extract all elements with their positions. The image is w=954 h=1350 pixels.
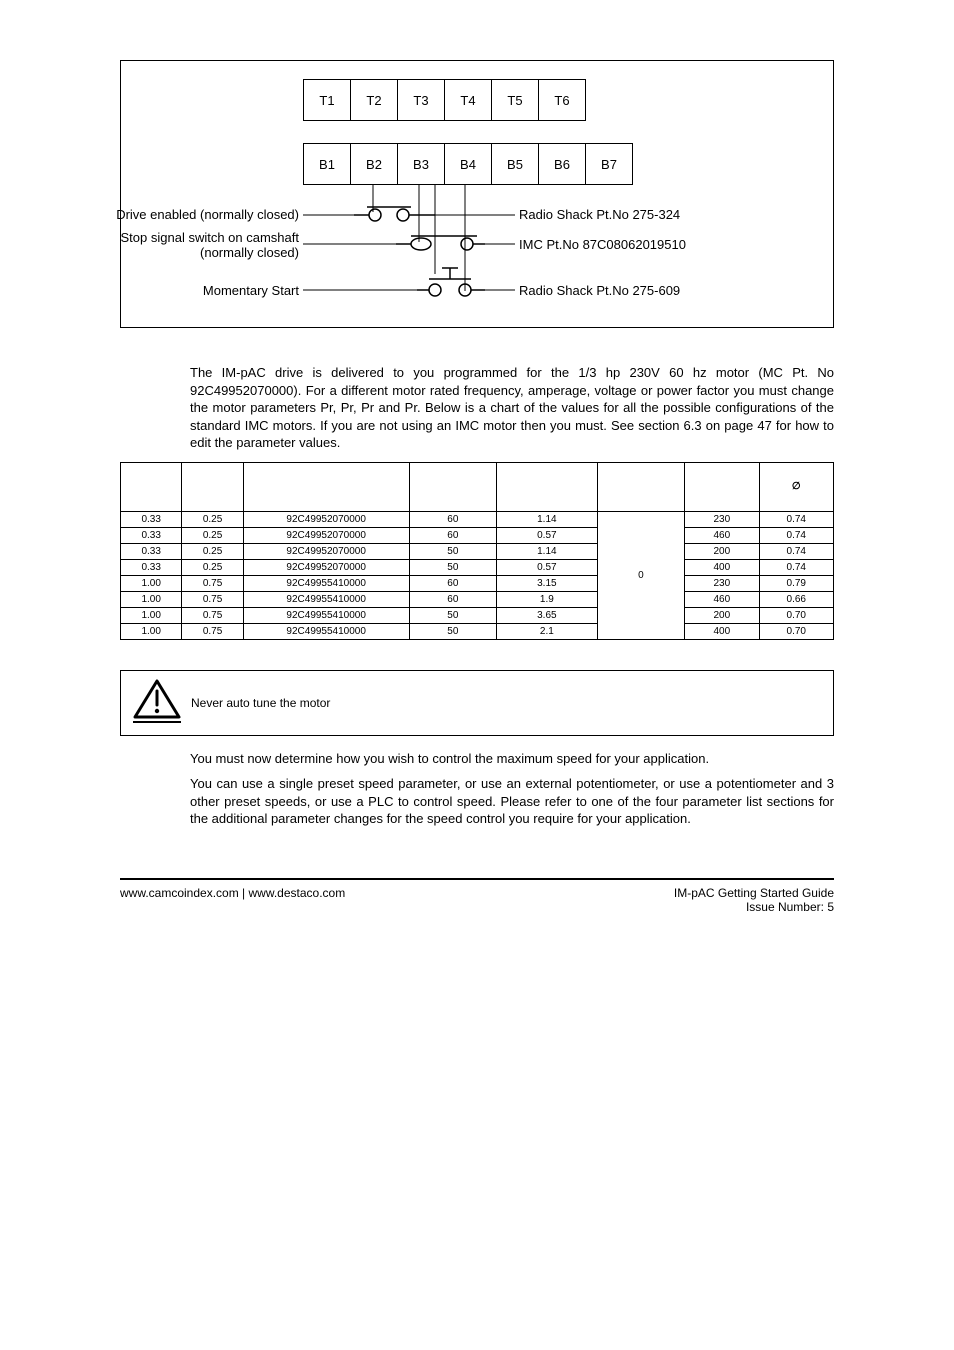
col-h1	[182, 462, 243, 511]
table-cell: 0.70	[759, 607, 833, 623]
table-row: 1.000.7592C49955410000603.15 2300.79	[121, 575, 834, 591]
table-cell: 0.33	[121, 511, 182, 527]
col-h0	[121, 462, 182, 511]
footer-left: www.camcoindex.com | www.destaco.com	[120, 886, 345, 914]
table-cell: 50	[409, 607, 496, 623]
table-row: 0.330.2592C49952070000600.57 4600.74	[121, 527, 834, 543]
table-cell: 3.15	[497, 575, 598, 591]
table-cell: 92C49952070000	[243, 527, 409, 543]
table-row: 1.000.7592C49955410000601.9 4600.66	[121, 591, 834, 607]
table-cell: 60	[409, 591, 496, 607]
caution-note: Never auto tune the motor	[120, 670, 834, 736]
table-cell: 1.00	[121, 623, 182, 639]
col-h2	[243, 462, 409, 511]
table-cell: 0.25	[182, 559, 243, 575]
table-cell: 0.75	[182, 607, 243, 623]
table-cell: 1.00	[121, 575, 182, 591]
col-h4	[497, 462, 598, 511]
table-cell: 92C49952070000	[243, 511, 409, 527]
col-h5	[597, 462, 684, 511]
p1-f: . See section 6.3	[603, 418, 701, 433]
table-cell: 0.75	[182, 575, 243, 591]
table-cell: 60	[409, 511, 496, 527]
footer-guide: IM-pAC Getting Started Guide	[674, 886, 834, 900]
table-cell: 0.66	[759, 591, 833, 607]
table-cell: 230	[685, 575, 759, 591]
terminal-block: T1 T2 T3 T4 T5 T6 B1 B2 B3 B4 B5 B6 B7 D…	[139, 79, 815, 309]
table-cell: 50	[409, 559, 496, 575]
p1-c: , Pr	[353, 400, 374, 415]
table-cell: 0.70	[759, 623, 833, 639]
table-cell: 92C49955410000	[243, 607, 409, 623]
footer-issue: Issue Number: 5	[674, 900, 834, 914]
table-cell: 3.65	[497, 607, 598, 623]
table-cell: 200	[685, 607, 759, 623]
table-cell: 400	[685, 559, 759, 575]
note-text: Never auto tune the motor	[191, 696, 330, 710]
table-cell: 2.1	[497, 623, 598, 639]
wiring-svg	[139, 79, 699, 309]
table-cell: 1.00	[121, 591, 182, 607]
table-cell: 0.25	[182, 527, 243, 543]
intro-paragraph: The IM-pAC drive is delivered to you pro…	[190, 364, 834, 452]
table-cell: 0.75	[182, 623, 243, 639]
table-cell: 92C49952070000	[243, 559, 409, 575]
col-h6	[685, 462, 759, 511]
p1-b: , Pr	[333, 400, 353, 415]
table-header-row: ∅	[121, 462, 834, 511]
table-cell: 50	[409, 623, 496, 639]
table-cell: 92C49955410000	[243, 575, 409, 591]
table-row: 0.330.2592C49952070000500.57 4000.74	[121, 559, 834, 575]
table-cell: 0.79	[759, 575, 833, 591]
para-speed-intro: You must now determine how you wish to c…	[190, 750, 834, 768]
table-cell: 92C49952070000	[243, 543, 409, 559]
table-cell: 60	[409, 527, 496, 543]
table-cell: 0.25	[182, 511, 243, 527]
motor-config-table: ∅ 0.330.2592C49952070000601.1402300.740.…	[120, 462, 834, 640]
table-cell: 460	[685, 591, 759, 607]
table-row: 1.000.7592C49955410000503.65 2000.70	[121, 607, 834, 623]
table-cell: 0.57	[497, 559, 598, 575]
table-cell: 0.57	[497, 527, 598, 543]
table-cell: 0.74	[759, 559, 833, 575]
table-row: 1.000.7592C49955410000502.1 4000.70	[121, 623, 834, 639]
table-cell: 1.9	[497, 591, 598, 607]
table-cell: 0.75	[182, 591, 243, 607]
para-speed-options: You can use a single preset speed parame…	[190, 775, 834, 828]
footer-right: IM-pAC Getting Started Guide Issue Numbe…	[674, 886, 834, 914]
col-h3	[409, 462, 496, 511]
table-cell: 460	[685, 527, 759, 543]
table-cell: 1.14	[497, 511, 598, 527]
table-cell: 400	[685, 623, 759, 639]
table-row: 0.330.2592C49952070000501.14 2000.74	[121, 543, 834, 559]
table-cell: 50	[409, 543, 496, 559]
table-cell: 0.33	[121, 559, 182, 575]
table-cell: 92C49955410000	[243, 623, 409, 639]
table-cell: 0.74	[759, 543, 833, 559]
table-row: 0.330.2592C49952070000601.1402300.74	[121, 511, 834, 527]
table-cell: 230	[685, 511, 759, 527]
table-cell: 0.74	[759, 511, 833, 527]
page-footer: www.camcoindex.com | www.destaco.com IM-…	[120, 878, 834, 914]
col-h7: ∅	[759, 462, 833, 511]
table-cell: 60	[409, 575, 496, 591]
table-cell: 0.33	[121, 543, 182, 559]
table-cell: 0.74	[759, 527, 833, 543]
table-cell: 1.00	[121, 607, 182, 623]
warning-icon	[131, 677, 183, 725]
table-cell: 0.25	[182, 543, 243, 559]
table-cell: 1.14	[497, 543, 598, 559]
wiring-figure: T1 T2 T3 T4 T5 T6 B1 B2 B3 B4 B5 B6 B7 D…	[120, 60, 834, 328]
table-cell-merged: 0	[597, 511, 684, 639]
table-cell: 0.33	[121, 527, 182, 543]
p1-d: and Pr	[374, 400, 417, 415]
table-cell: 200	[685, 543, 759, 559]
table-cell: 92C49955410000	[243, 591, 409, 607]
